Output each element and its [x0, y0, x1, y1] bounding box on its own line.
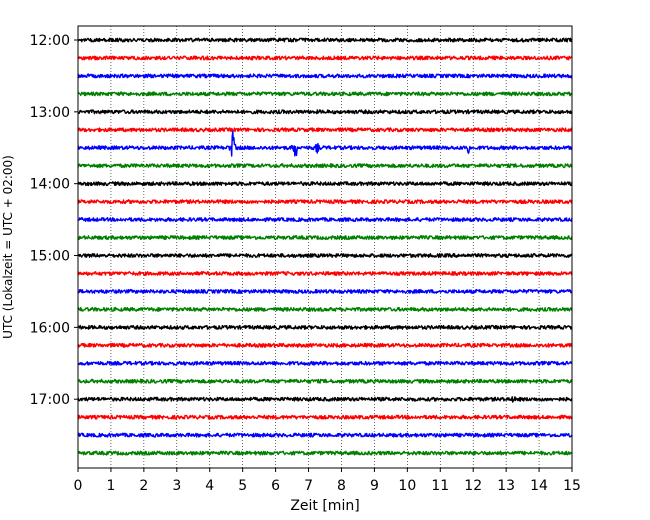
trace-line: [77, 73, 573, 79]
x-tick-label: 5: [238, 478, 247, 494]
x-tick-label: 10: [398, 478, 416, 494]
trace-line: [77, 396, 573, 403]
trace-line: [77, 414, 573, 420]
x-tick-label: 7: [304, 478, 313, 494]
trace-line: [77, 55, 573, 61]
trace-line: [77, 37, 573, 43]
trace-line: [77, 163, 573, 169]
trace-line: [77, 217, 573, 223]
y-tick-label: 12:00: [30, 33, 70, 49]
x-axis-label: Zeit [min]: [290, 498, 359, 514]
x-tick-label: 8: [337, 478, 346, 494]
x-tick-label: 0: [74, 478, 83, 494]
x-axis: 0 1 2 3 4 5 6 7 8 9 10 11 12 13 14 15: [74, 468, 581, 494]
x-tick-label: 14: [530, 478, 548, 494]
x-tick-label: 9: [370, 478, 379, 494]
trace-line: [77, 127, 573, 133]
trace-line: [77, 271, 573, 276]
trace-line: [77, 378, 573, 384]
plot-frame: [77, 25, 573, 469]
trace-line: [77, 109, 573, 115]
y-axis: 12:00 13:00 14:00 15:00 16:00 17:00: [30, 33, 78, 408]
x-tick-label: 1: [106, 478, 115, 494]
x-tick-label: 3: [172, 478, 181, 494]
x-tick-label: 11: [431, 478, 449, 494]
trace-line: [77, 288, 573, 294]
y-tick-label: 14:00: [30, 177, 70, 193]
trace-line: [77, 360, 573, 366]
x-tick-label: 12: [464, 478, 482, 494]
trace-line: [77, 130, 573, 157]
trace-line: [77, 253, 573, 258]
y-tick-label: 16:00: [30, 320, 70, 336]
trace-line: [77, 432, 573, 438]
trace-line: [77, 181, 573, 187]
trace-group: [77, 37, 573, 456]
y-tick-label: 17:00: [30, 392, 70, 408]
y-axis-label: UTC (Lokalzeit = UTC + 02:00): [1, 155, 15, 339]
trace-line: [77, 324, 573, 330]
x-tick-label: 6: [271, 478, 280, 494]
trace-line: [77, 342, 573, 348]
y-tick-label: 13:00: [30, 105, 70, 121]
x-tick-label: 13: [497, 478, 515, 494]
x-tick-label: 2: [139, 478, 148, 494]
x-tick-label: 4: [205, 478, 214, 494]
trace-line: [77, 450, 573, 456]
y-tick-label: 15:00: [30, 249, 70, 265]
x-tick-label: 15: [563, 478, 581, 494]
trace-line: [77, 306, 573, 312]
trace-line: [77, 199, 573, 205]
trace-line: [77, 91, 573, 97]
trace-line: [77, 235, 573, 241]
